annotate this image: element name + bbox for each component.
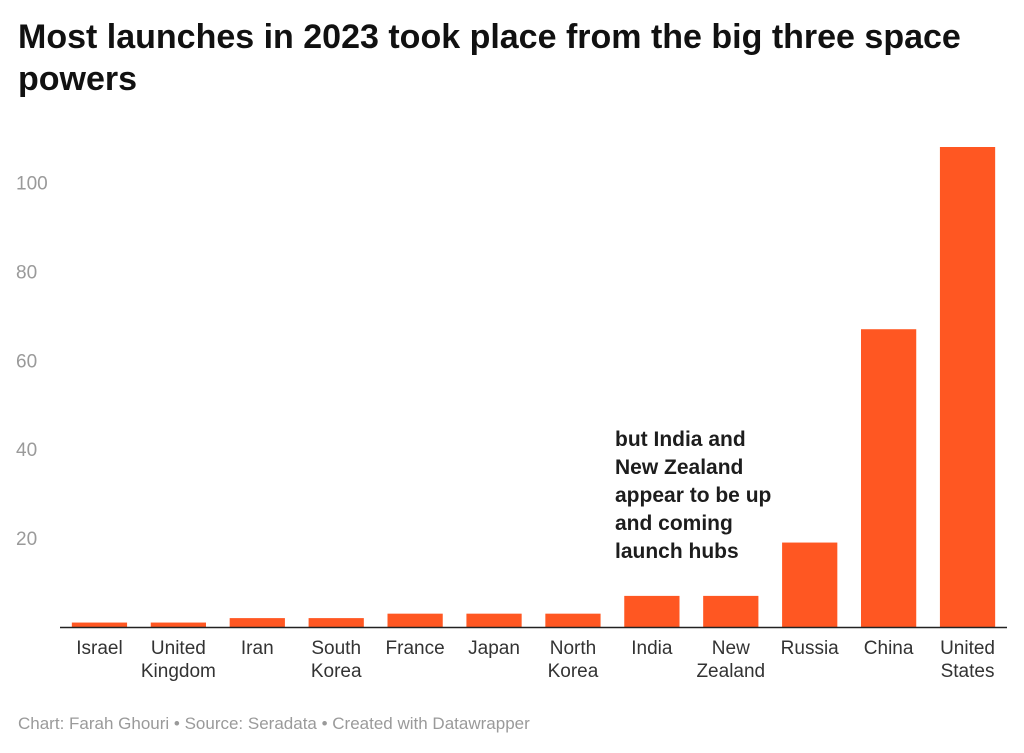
bar: [150, 622, 206, 627]
y-tick-label: 40: [16, 440, 37, 461]
x-tick-label: Russia: [781, 638, 840, 659]
x-tick-label: South Korea: [311, 638, 362, 682]
x-tick-label: North Korea: [548, 638, 599, 682]
y-tick-label: 100: [16, 174, 48, 195]
bar: [71, 622, 128, 627]
bar: [624, 595, 680, 627]
chart-footer: Chart: Farah Ghouri • Source: Seradata •…: [18, 714, 530, 733]
bar: [308, 618, 364, 627]
y-tick-label: 20: [16, 529, 37, 550]
x-tick-label: United Kingdom: [141, 638, 216, 682]
x-tick-label: France: [386, 638, 445, 659]
bar: [229, 618, 285, 627]
x-tick-label: United States: [940, 638, 995, 682]
x-tick-label: Iran: [241, 638, 274, 659]
chart-title: Most launches in 2023 took place from th…: [18, 18, 961, 98]
x-tick-label: Japan: [468, 638, 520, 659]
chart-annotation: but India and New Zealand appear to be u…: [615, 428, 772, 563]
bar: [782, 542, 838, 627]
bars: [71, 147, 996, 627]
bar: [939, 147, 996, 627]
bar: [861, 329, 917, 627]
x-axis-labels: Israel United Kingdom Iran South Korea France J…: [76, 638, 995, 682]
y-tick-label: 60: [16, 351, 37, 372]
bar: [387, 613, 443, 627]
y-axis-ticks: 20 40 60 80 100: [16, 174, 48, 551]
y-tick-label: 80: [16, 262, 37, 283]
x-tick-label: New Zealand: [696, 638, 765, 682]
x-tick-label: India: [631, 638, 673, 659]
bar: [545, 613, 601, 627]
bar: [703, 595, 759, 627]
x-tick-label: China: [864, 638, 914, 659]
bar: [466, 613, 522, 627]
x-tick-label: Israel: [76, 638, 122, 659]
